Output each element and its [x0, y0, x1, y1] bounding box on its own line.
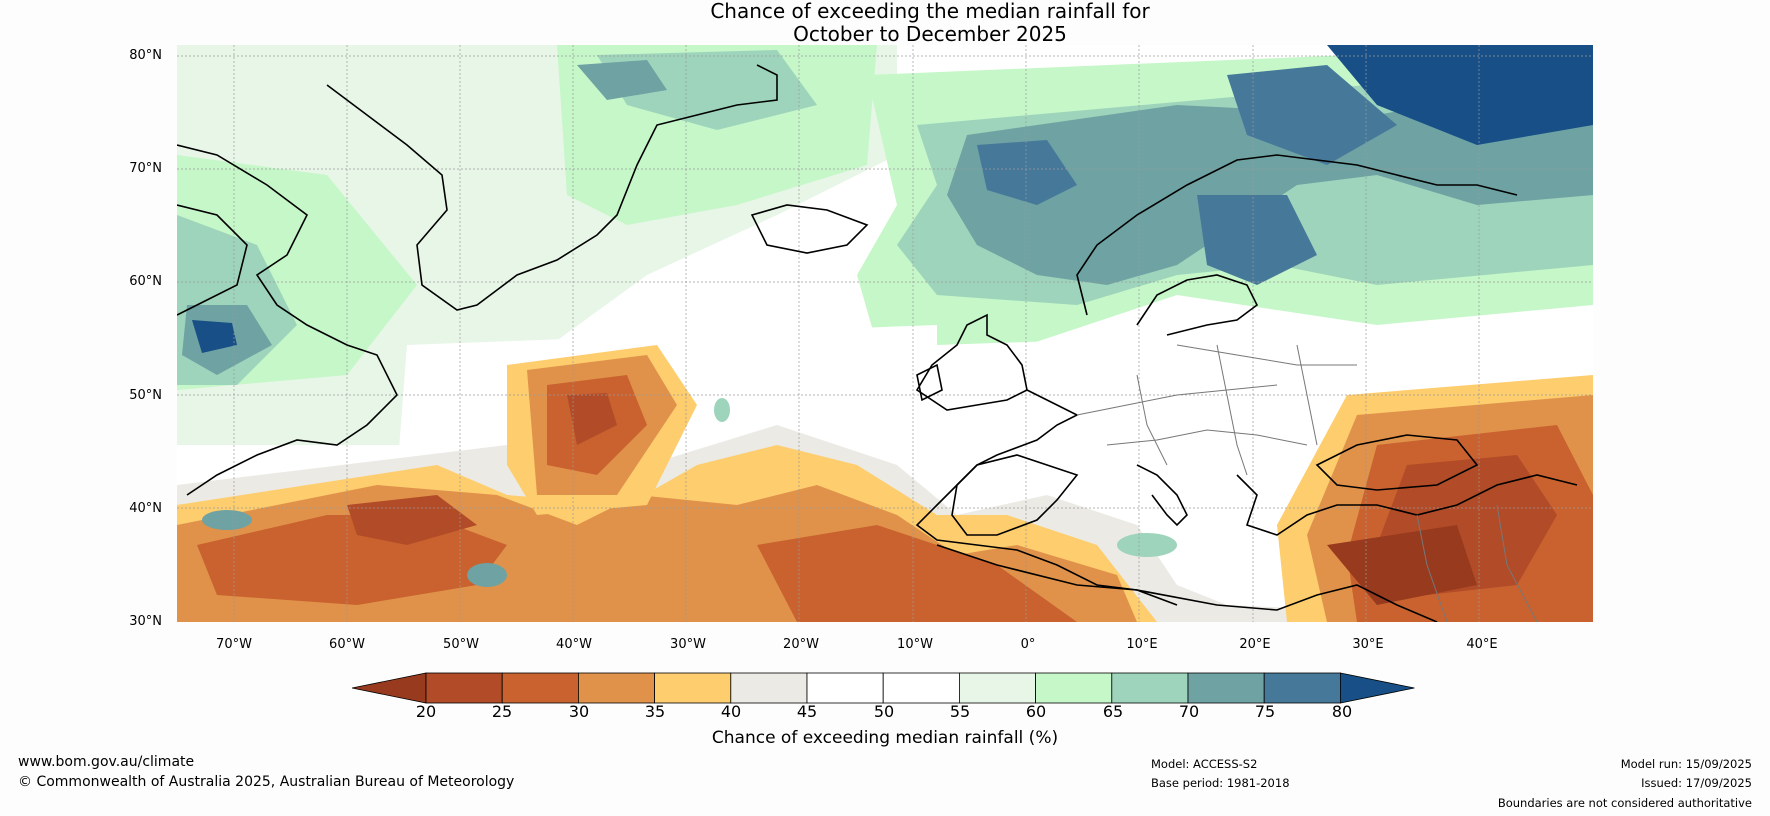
colorbar-tick-50: 50 — [873, 702, 895, 721]
field-norwegian-sea-darkblue — [977, 140, 1077, 205]
field-turkey-deepbrown — [1327, 525, 1477, 605]
colorbar-tick-45: 45 — [796, 702, 818, 721]
website-link[interactable]: www.bom.gov.au/climate — [18, 754, 195, 770]
colorbar-tick-60: 60 — [1025, 702, 1047, 721]
lon-label-60w: 60°W — [329, 637, 365, 652]
coast-greenland — [326, 64, 778, 311]
map-title: Chance of exceeding the median rainfall … — [0, 0, 1770, 46]
coast-continent — [915, 389, 1178, 606]
colorbar-tick-55: 55 — [949, 702, 971, 721]
colorbar-tick-30: 30 — [568, 702, 590, 721]
disclaimer-text: Boundaries are not considered authoritat… — [1497, 796, 1752, 810]
colorbar-tick-80: 80 — [1331, 702, 1353, 721]
field-barents-blue — [1227, 65, 1397, 165]
colorbar-segment — [425, 672, 503, 704]
field-midatlantic-darkbrown — [567, 393, 617, 445]
coast-norway — [1076, 154, 1518, 316]
field-west-atlantic-brown — [757, 525, 1077, 622]
coast-greece-turkey — [1236, 474, 1578, 536]
coast-baffin — [177, 204, 248, 316]
lon-label-20w: 20°W — [783, 637, 819, 652]
colorbar-segment — [882, 672, 960, 704]
lon-label-20e: 20°E — [1239, 637, 1271, 652]
coast-black-sea — [1315, 434, 1479, 491]
colorbar-segment — [501, 672, 579, 704]
patch-1 — [202, 510, 252, 530]
forecast-map — [177, 45, 1593, 622]
coast-africa — [936, 544, 1438, 622]
colorbar-segment — [806, 672, 884, 704]
colorbar-segment — [1187, 672, 1265, 704]
lat-label-40n: 40°N — [129, 501, 162, 516]
patch-4 — [714, 398, 730, 422]
lat-label-80n: 80°N — [129, 48, 162, 63]
lon-label-10e: 10°E — [1126, 637, 1158, 652]
lat-label-70n: 70°N — [129, 161, 162, 176]
copyright-text: © Commonwealth of Australia 2025, Austra… — [18, 774, 515, 790]
coast-labrador — [177, 144, 398, 496]
coast-iberia — [951, 454, 1079, 536]
colorbar-segment — [577, 672, 655, 704]
field-baltic-blue — [1197, 195, 1317, 285]
issued-text: Issued: 17/09/2025 — [1641, 776, 1752, 790]
base-period-text: Base period: 1981-2018 — [1151, 776, 1290, 790]
lon-label-70w: 70°W — [216, 637, 252, 652]
model-run-text: Model run: 15/09/2025 — [1620, 757, 1752, 771]
colorbar-segment — [1111, 672, 1189, 704]
coast-italy — [1136, 464, 1188, 527]
country-boundaries — [1076, 344, 1538, 622]
field-scandinavia-blue — [947, 75, 1593, 285]
colorbar-extend-high — [1340, 672, 1415, 704]
colorbar-tick-25: 25 — [491, 702, 513, 721]
colorbar-tick-65: 65 — [1102, 702, 1124, 721]
graticule — [177, 45, 1593, 622]
colorbar-segment — [1035, 672, 1113, 704]
lon-label-40w: 40°W — [556, 637, 592, 652]
lon-label-0: 0° — [1020, 637, 1036, 652]
patch-3 — [1117, 533, 1177, 557]
field-barents-darkblue — [1327, 45, 1593, 145]
title-line-1: Chance of exceeding the median rainfall … — [710, 0, 1150, 23]
coastlines — [177, 64, 1578, 622]
patch-2 — [467, 563, 507, 587]
lon-label-50w: 50°W — [443, 637, 479, 652]
lon-label-30e: 30°E — [1352, 637, 1384, 652]
colorbar-tick-40: 40 — [720, 702, 742, 721]
field-labrador-darkblue — [192, 320, 237, 353]
field-greenland-blue — [577, 60, 667, 100]
colorbar-label: Chance of exceeding median rainfall (%) — [711, 728, 1059, 748]
map-canvas — [177, 45, 1593, 622]
colorbar-segment — [1263, 672, 1341, 704]
title-line-2: October to December 2025 — [793, 22, 1067, 46]
colorbar-tick-70: 70 — [1178, 702, 1200, 721]
lon-label-30w: 30°W — [670, 637, 706, 652]
coast-baltic — [1136, 274, 1259, 336]
field-subtropic-darkbrown — [347, 495, 477, 545]
colorbar-segment — [730, 672, 808, 704]
coast-iceland — [750, 204, 869, 254]
colorbar-extend-low — [352, 672, 427, 704]
wet-patches — [202, 398, 1177, 587]
colorbar-tick-20: 20 — [415, 702, 437, 721]
coast-uk — [915, 313, 1028, 411]
lon-label-10w: 10°W — [897, 637, 933, 652]
coast-ireland — [916, 363, 943, 402]
probability-fields — [177, 45, 1593, 485]
colorbar-segment — [654, 672, 732, 704]
colorbar-segment — [959, 672, 1037, 704]
dry-fields — [177, 345, 1593, 622]
colorbar — [352, 672, 1415, 704]
lon-label-40e: 40°E — [1466, 637, 1498, 652]
lat-label-30n: 30°N — [129, 614, 162, 629]
lat-label-50n: 50°N — [129, 388, 162, 403]
colorbar-tick-75: 75 — [1254, 702, 1276, 721]
lat-label-60n: 60°N — [129, 274, 162, 289]
colorbar-tick-35: 35 — [644, 702, 666, 721]
model-text: Model: ACCESS-S2 — [1151, 757, 1258, 771]
